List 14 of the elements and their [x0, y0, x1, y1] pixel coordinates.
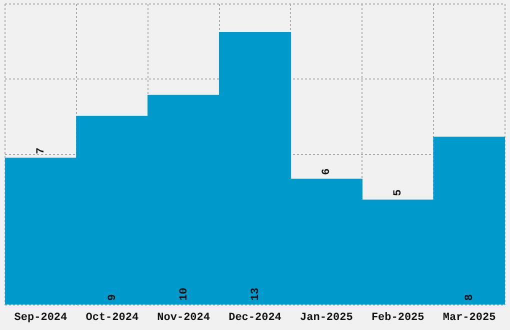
x-tick-label: Sep-2024 — [14, 312, 68, 324]
data-label: 5 — [392, 188, 405, 196]
data-label: 9 — [106, 294, 119, 301]
x-tick-label: Jan-2025 — [300, 312, 354, 324]
x-tick-label: Dec-2024 — [228, 312, 282, 324]
x-tick-label: Nov-2024 — [157, 312, 210, 324]
data-label: 13 — [250, 287, 262, 301]
x-tick-label: Mar-2025 — [442, 312, 496, 324]
data-label: 8 — [464, 294, 476, 301]
data-label: 7 — [35, 147, 48, 154]
data-label: 6 — [321, 168, 334, 176]
x-tick-label: Feb-2025 — [371, 312, 425, 324]
data-label: 10 — [178, 288, 190, 301]
x-tick-label: Oct-2024 — [86, 312, 139, 324]
